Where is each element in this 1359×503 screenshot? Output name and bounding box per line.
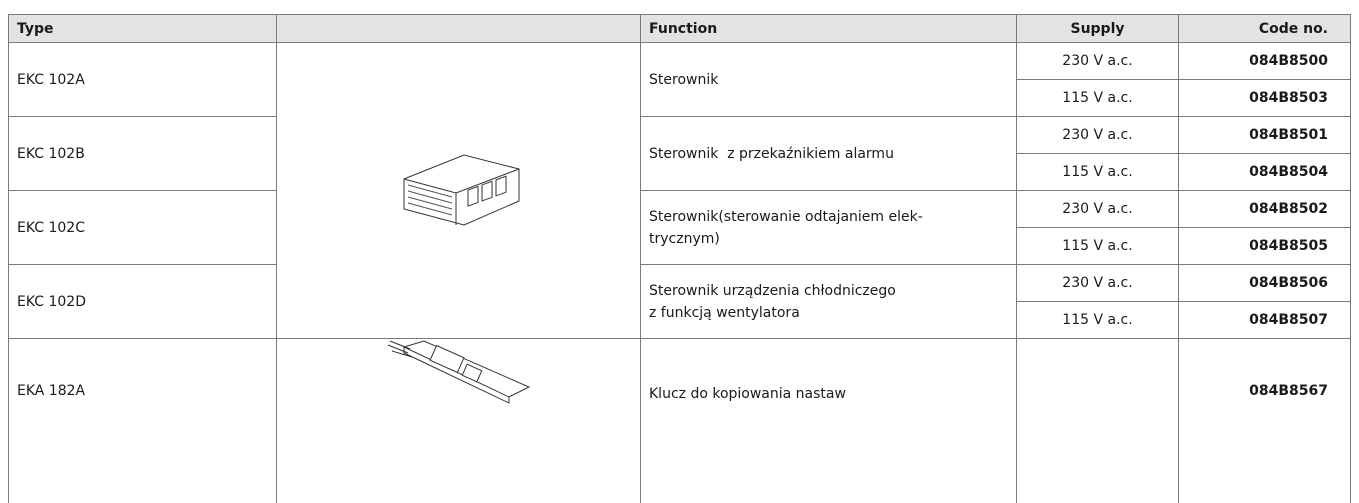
supply-cell: 230 V a.c. — [1017, 191, 1179, 228]
supply-cell: 115 V a.c. — [1017, 302, 1179, 339]
controller-image — [394, 149, 524, 229]
supply-cell: 230 V a.c. — [1017, 43, 1179, 80]
code-cell: 084B8504 — [1179, 154, 1351, 191]
page: Type Function Supply Code no. EKC 102A S… — [0, 0, 1359, 483]
function-cell: Sterownik — [641, 43, 1017, 117]
function-line: Sterownik — [649, 69, 1008, 91]
type-cell: EKC 102C — [9, 191, 277, 265]
supply-cell: 115 V a.c. — [1017, 80, 1179, 117]
function-cell: Sterownik(sterowanie odtajaniem elek-try… — [641, 191, 1017, 265]
type-cell: EKA 182A — [9, 339, 277, 503]
function-line: Sterownik urządzenia chłodniczego — [649, 280, 1008, 302]
header-code: Code no. — [1179, 15, 1351, 43]
code-cell: 084B8503 — [1179, 80, 1351, 117]
supply-cell: 115 V a.c. — [1017, 228, 1179, 265]
function-line: Klucz do kopiowania nastaw — [649, 383, 1008, 405]
header-type: Type — [9, 15, 277, 43]
code-cell: 084B8502 — [1179, 191, 1351, 228]
code-cell: 084B8501 — [1179, 117, 1351, 154]
image-cell — [277, 339, 641, 503]
supply-cell: 230 V a.c. — [1017, 117, 1179, 154]
header-row: Type Function Supply Code no. — [9, 15, 1351, 43]
function-cell: Sterownik z przekaźnikiem alarmu — [641, 117, 1017, 191]
header-image — [277, 15, 641, 43]
function-line: trycznym) — [649, 228, 1008, 250]
code-cell: 084B8500 — [1179, 43, 1351, 80]
product-table: Type Function Supply Code no. EKC 102A S… — [8, 14, 1351, 503]
code-cell: 084B8567 — [1179, 339, 1351, 503]
supply-cell: 230 V a.c. — [1017, 265, 1179, 302]
header-function: Function — [641, 15, 1017, 43]
table-row: EKA 182A Klucz do kopiowania nastaw 084B8… — [9, 339, 1351, 503]
key-image — [384, 339, 534, 413]
type-cell: EKC 102A — [9, 43, 277, 117]
supply-cell — [1017, 339, 1179, 503]
function-line: Sterownik(sterowanie odtajaniem elek- — [649, 206, 1008, 228]
supply-cell: 115 V a.c. — [1017, 154, 1179, 191]
function-line: Sterownik z przekaźnikiem alarmu — [649, 143, 1008, 165]
type-cell: EKC 102B — [9, 117, 277, 191]
header-supply: Supply — [1017, 15, 1179, 43]
function-cell: Klucz do kopiowania nastaw — [641, 339, 1017, 503]
image-cell — [277, 43, 641, 339]
code-cell: 084B8505 — [1179, 228, 1351, 265]
code-cell: 084B8507 — [1179, 302, 1351, 339]
type-cell: EKC 102D — [9, 265, 277, 339]
function-line: z funkcją wentylatora — [649, 302, 1008, 324]
code-cell: 084B8506 — [1179, 265, 1351, 302]
